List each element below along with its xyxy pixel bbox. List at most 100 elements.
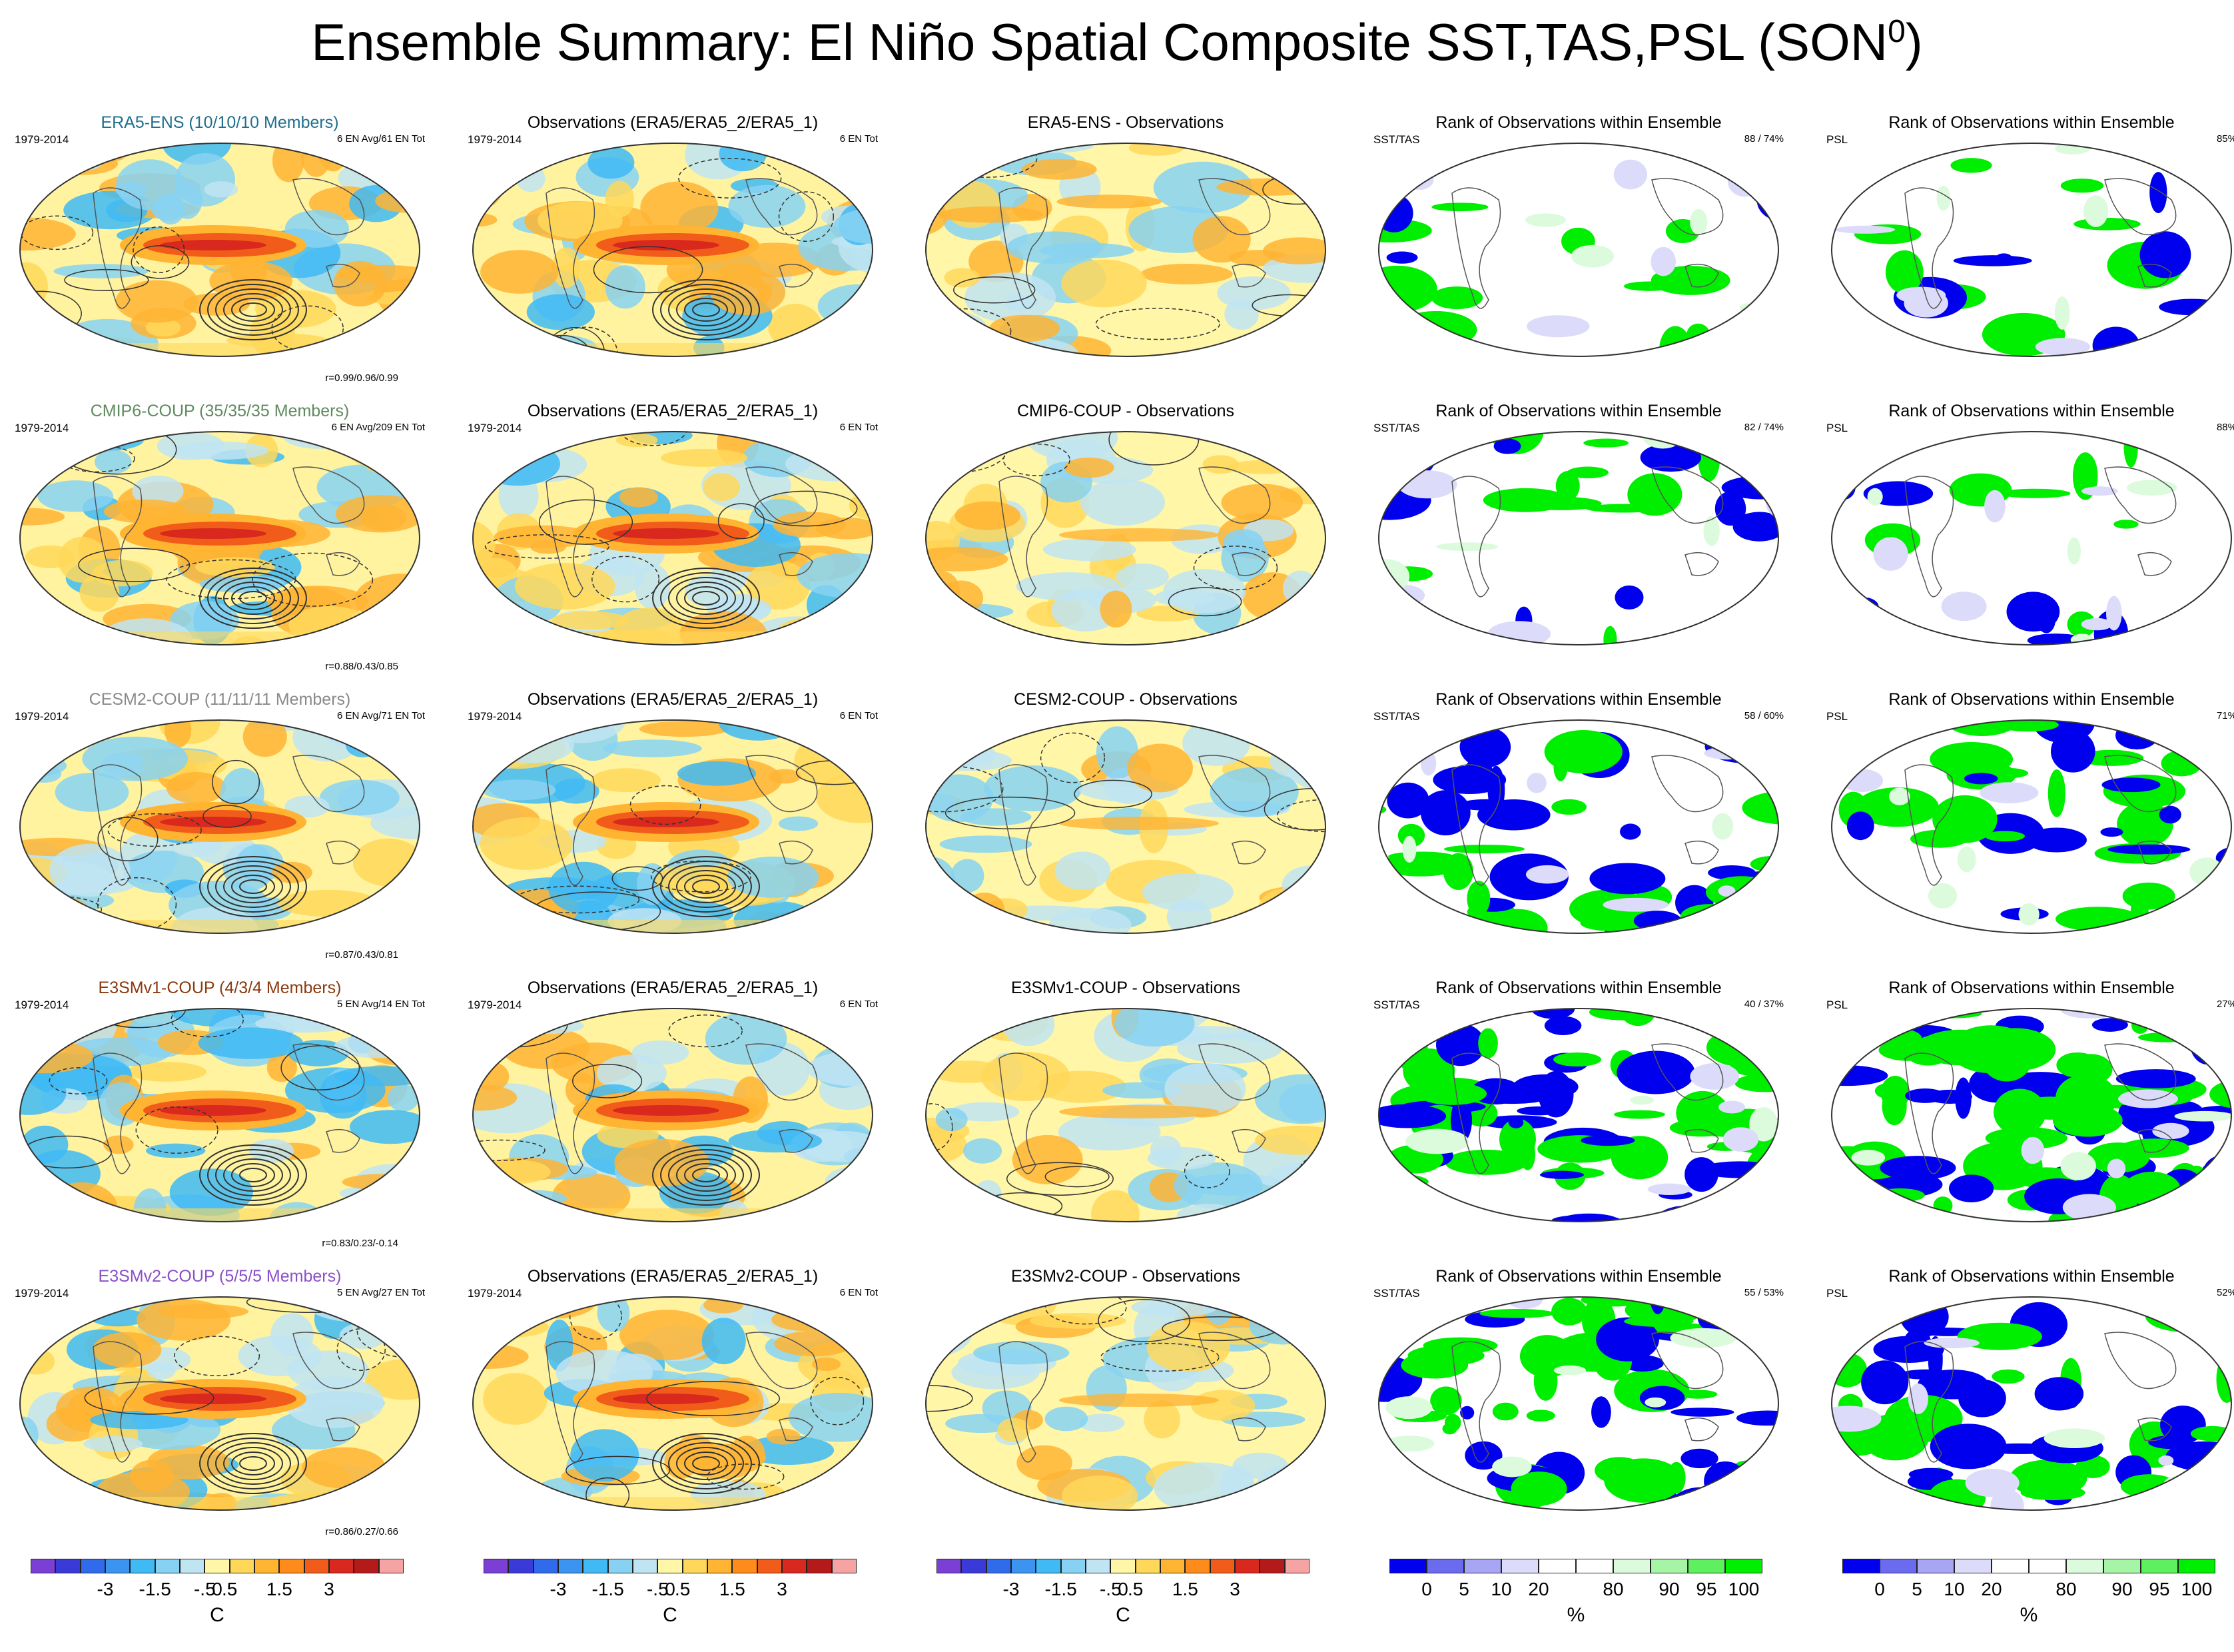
rank-patch-light: [1936, 185, 1951, 211]
anomaly-patch: [31, 621, 69, 645]
anomaly-patch: [349, 1110, 420, 1144]
rank-patch: [2091, 1018, 2128, 1032]
rank-patch: [1585, 504, 1663, 513]
rank-patch: [2132, 341, 2169, 356]
rank-patch-light: [1941, 592, 1987, 621]
rank-patch-light: [1990, 1489, 2024, 1510]
globe-border: [925, 1008, 1326, 1222]
rank-patch-light: [2163, 1475, 2204, 1492]
anomaly-patch: [1291, 1499, 1325, 1510]
rank-patch-light: [2152, 1122, 2189, 1140]
psl-contour: [199, 279, 307, 340]
rank-patch: [1493, 438, 1521, 454]
anomaly-patch: [55, 773, 129, 812]
enso-warm-peak: [613, 528, 719, 539]
psl-contour: [215, 865, 291, 908]
anomaly-patch: [47, 432, 144, 452]
psl-contour: [754, 490, 858, 527]
rank-patch: [1379, 914, 1409, 933]
rank-patch-light: [1834, 225, 1896, 234]
colorbar-swatch: [378, 1559, 404, 1573]
anomaly-patch: [926, 1297, 987, 1331]
colorbar: -3 -1.5 -.5 0.5 1.5 3 C: [31, 1559, 404, 1652]
anomaly-patch: [825, 1166, 873, 1198]
psl-contour: [944, 796, 1076, 829]
anomaly-patch: [344, 720, 420, 744]
rank-patch: [1445, 1414, 1461, 1432]
psl-contour: [207, 1438, 299, 1489]
anomaly-patch: [1116, 563, 1169, 590]
psl-contour: [668, 1014, 743, 1048]
event-count: 5 EN Avg/14 EN Tot: [336, 999, 425, 1010]
globe-border: [19, 431, 420, 645]
panel-title: CMIP6-COUP (35/35/35 Members): [90, 402, 350, 420]
colorbar-swatch: [31, 1559, 56, 1573]
globe-border: [1831, 431, 2232, 645]
map-panel-model: E3SMv2-COUP (5/5/5 Members) 1979-2014 5 EN…: [7, 1267, 433, 1547]
colorbar-unit: C: [210, 1604, 224, 1626]
psl-contour: [84, 1381, 214, 1415]
anomaly-patch: [473, 1084, 518, 1111]
event-count: 6 EN Tot: [839, 999, 878, 1010]
continent-outline: [93, 466, 365, 598]
colorbar-swatch: [936, 1559, 962, 1573]
anomaly-patch: [166, 771, 226, 804]
psl-contour: [611, 866, 663, 891]
globe-map: [925, 143, 1326, 357]
map-panel-rank-psl: Rank of Observations within Ensemble PSL 8…: [1818, 113, 2234, 393]
psl-contour: [816, 1186, 873, 1222]
anomaly-patch: [1039, 242, 1134, 258]
colorbar-tick-label: 80: [2055, 1579, 2077, 1599]
anomaly-patch: [272, 143, 305, 183]
rank-patch: [1640, 443, 1702, 472]
panel-title: Rank of Observations within Ensemble: [1888, 690, 2175, 709]
psl-contour: [676, 870, 736, 903]
anomaly-patch: [1048, 907, 1132, 933]
psl-contour: [231, 875, 275, 899]
anomaly-patch: [833, 208, 873, 244]
rank-patch: [1511, 1471, 1567, 1506]
rank-percent: 55 / 53%: [1744, 1287, 1784, 1298]
colorbar-swatch: [1613, 1559, 1651, 1573]
rank-patch: [1955, 1077, 1972, 1119]
anomaly-patch: [20, 720, 30, 745]
map-panel-rank-sst: Rank of Observations within Ensemble SST/…: [1365, 402, 1792, 681]
globe-map: [1378, 1008, 1779, 1222]
rank-patch-light: [2035, 338, 2091, 356]
rank-patch: [1686, 323, 1710, 345]
anomaly-patch: [1146, 1321, 1231, 1372]
anomaly-patch: [284, 1376, 384, 1428]
colorbar-swatch: [2141, 1559, 2178, 1573]
rank-patch-light: [2118, 1089, 2179, 1108]
anomaly-patch: [337, 1297, 414, 1317]
rank-patch: [1553, 1052, 1602, 1067]
psl-contour: [926, 765, 1004, 813]
continent-outline: [998, 1332, 1271, 1463]
map-panel-rank-psl: Rank of Observations within Ensemble PSL 2…: [1818, 979, 2234, 1258]
psl-contour: [952, 276, 1036, 304]
anomaly-patch: [768, 304, 822, 350]
rank-patch: [1596, 1317, 1659, 1362]
psl-contour: [97, 817, 159, 861]
psl-contour: [692, 879, 720, 894]
rank-patch: [1519, 1138, 1535, 1170]
map-panel-obs: Observations (ERA5/ERA5_2/ERA5_1) 1979-20…: [460, 979, 886, 1258]
rank-patch-light: [1722, 1127, 1759, 1152]
colorbar-tick-label: 10: [1491, 1579, 1512, 1599]
anomaly-patch: [778, 816, 819, 831]
rank-patch: [1589, 863, 1666, 895]
panel-title: E3SMv1-COUP (4/3/4 Members): [98, 979, 342, 997]
rank-patch: [1680, 1448, 1718, 1469]
rank-patch: [1391, 720, 1417, 757]
anomaly-patch: [20, 720, 79, 755]
polar-band: [20, 631, 420, 645]
rank-patch: [2100, 827, 2123, 837]
panel-title: CESM2-COUP (11/11/11 Members): [89, 690, 351, 709]
rank-patch-light: [1685, 1009, 1730, 1026]
title-close: ): [1905, 13, 1923, 71]
rank-percent: 85%: [2216, 133, 2234, 145]
anomaly-patch: [473, 316, 510, 356]
map-panel-rank-sst: Rank of Observations within Ensemble SST/…: [1365, 690, 1792, 970]
anomaly-patch: [1127, 743, 1193, 793]
anomaly-patch: [490, 727, 575, 763]
